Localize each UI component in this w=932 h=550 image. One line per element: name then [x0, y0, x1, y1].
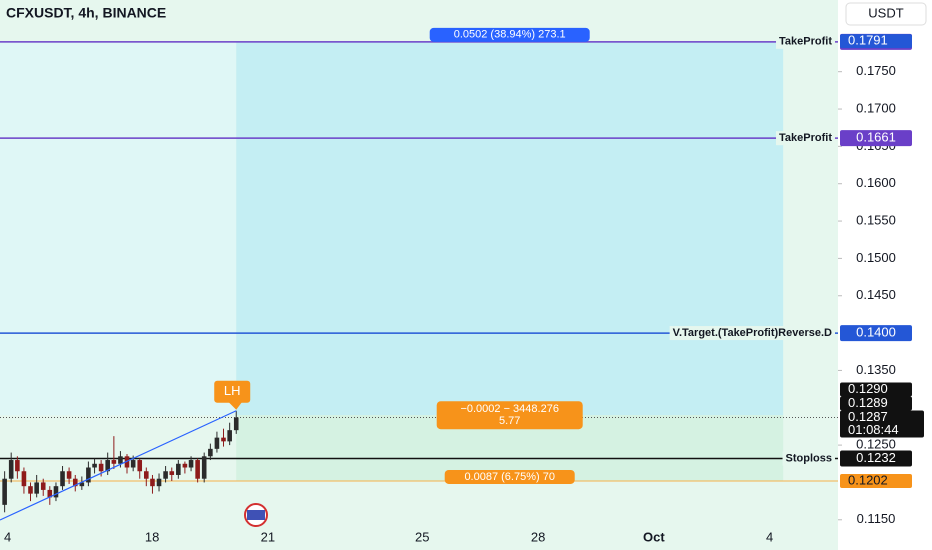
candle-body — [53, 486, 59, 498]
price-badge-label: 0.1202 — [848, 472, 888, 487]
x-tick-label: 21 — [261, 529, 275, 544]
position-pill — [444, 469, 575, 484]
price-badge-label: 0.1290 — [848, 381, 888, 396]
level-name-bg — [669, 326, 835, 341]
candle-body — [137, 460, 143, 472]
candle-body — [66, 471, 72, 479]
candle-body — [72, 478, 78, 487]
candle-body — [2, 478, 7, 505]
y-tick-label: 0.1500 — [856, 250, 896, 265]
level-name-bg — [776, 34, 835, 49]
candle-body — [118, 456, 123, 464]
level-name: TakeProfit — [779, 36, 832, 48]
x-tick-label: 25 — [415, 529, 429, 544]
price-countdown: 01:08:44 — [848, 422, 899, 437]
level-badge — [840, 450, 912, 467]
annotation-box — [214, 380, 251, 403]
level-name: Stoploss — [786, 452, 832, 464]
price-badge — [840, 34, 912, 49]
event-icon-flag — [247, 510, 265, 520]
candle-body — [86, 467, 91, 483]
candle-body — [105, 460, 110, 472]
candle-body — [195, 460, 200, 479]
candle-body — [188, 460, 194, 468]
price-badge — [840, 382, 912, 397]
y-tick-label: 0.1700 — [856, 100, 896, 115]
candle-body — [221, 437, 226, 442]
candle-body — [150, 478, 155, 487]
candle-body — [92, 463, 97, 468]
annotation-label: LH — [224, 383, 241, 398]
x-tick-label: 18 — [145, 529, 159, 544]
plot-area: LH 0.0502 (38.94%) 273.1 −0.0002 − 3448.27… — [0, 27, 838, 527]
candle-body — [40, 482, 46, 490]
x-tick-label: 28 — [531, 529, 545, 544]
target-label: 0.0502 (38.94%) 273.1 — [454, 29, 566, 41]
candle-body — [79, 482, 85, 487]
x-tick-label: 4 — [766, 529, 773, 544]
level-badge-label: 0.1232 — [856, 450, 896, 465]
position-pill — [429, 27, 590, 42]
candle-body — [21, 471, 27, 487]
candle-body — [47, 489, 53, 498]
candle-body — [111, 460, 117, 464]
chart-title: CFXUSDT, 4h, BINANCE — [6, 5, 166, 21]
level-badge-label: 0.1661 — [856, 130, 896, 145]
time-axis — [0, 528, 838, 550]
candle-body — [130, 460, 136, 468]
stop-label: 0.0087 (6.75%) 70 — [464, 471, 555, 483]
candle-body — [34, 482, 39, 494]
candle-body — [8, 460, 14, 479]
entry-sublabel: 5.77 — [499, 415, 520, 427]
y-tick-label: 0.1600 — [856, 175, 896, 190]
x-tick-label: 4 — [4, 529, 11, 544]
candle-body — [98, 463, 104, 472]
level-name-bg — [782, 451, 835, 466]
currency-button-label[interactable]: USDT — [868, 5, 903, 20]
candle-body — [15, 460, 20, 472]
candle-body — [60, 471, 65, 487]
level-name: V.Target.(TakeProfit)Reverse.D — [673, 327, 832, 339]
candle-body — [143, 471, 149, 479]
candle-body — [169, 471, 175, 475]
price-badge-label: 0.1791 — [848, 33, 888, 48]
level-badge — [840, 130, 912, 147]
x-tick-label: Oct — [643, 529, 665, 544]
y-tick-label: 0.1550 — [856, 212, 896, 227]
y-tick-label: 0.1150 — [857, 511, 896, 526]
y-tick-label: 0.1750 — [856, 63, 896, 78]
level-name-bg — [776, 131, 835, 146]
price-badge — [840, 396, 912, 411]
annotation-pointer — [228, 401, 243, 410]
y-tick-label: 0.1450 — [856, 287, 896, 302]
level-badge-label: 0.1400 — [856, 325, 896, 340]
candle-body — [214, 437, 220, 449]
entry-label: −0.0002 − 3448.276 — [460, 403, 558, 415]
candle-body — [201, 456, 207, 479]
price-badge — [840, 473, 912, 488]
price-badge-label: 0.1287 — [848, 409, 888, 424]
candle-body — [233, 417, 239, 431]
profit-zone — [236, 41, 784, 416]
price-badge — [840, 410, 924, 438]
candle-body — [227, 430, 232, 442]
candle-body — [28, 486, 33, 494]
candle-body — [156, 478, 162, 487]
currency-button[interactable] — [845, 2, 927, 26]
y-tick-label: 0.1350 — [856, 362, 896, 377]
level-badge — [840, 325, 912, 342]
candle-body — [182, 463, 188, 468]
y-tick-label: 0.1250 — [856, 437, 896, 452]
trend-line — [0, 410, 237, 521]
level-name: TakeProfit — [779, 132, 832, 144]
candle-body — [163, 471, 168, 479]
price-badge-label: 0.1289 — [848, 395, 888, 410]
history-tint — [0, 41, 237, 416]
candle-body — [176, 463, 181, 475]
price-axis — [838, 0, 932, 550]
candle-body — [208, 448, 213, 457]
position-pill — [436, 401, 583, 430]
